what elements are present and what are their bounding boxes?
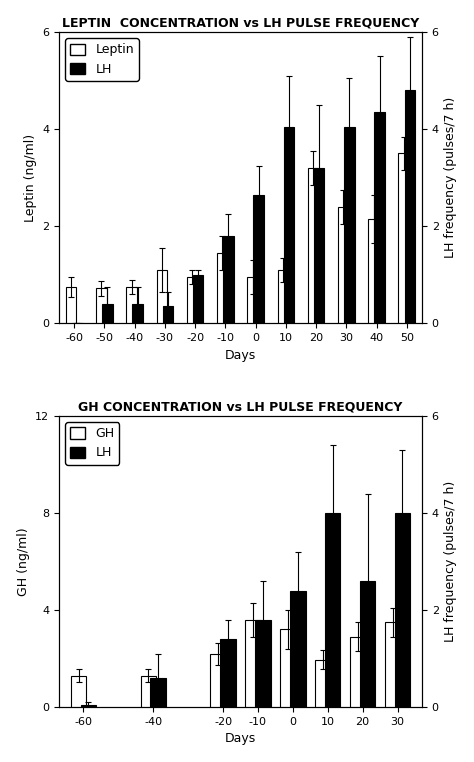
Bar	[385, 622, 401, 707]
X-axis label: Days: Days	[225, 732, 256, 745]
Bar	[71, 676, 86, 707]
Bar	[150, 678, 166, 707]
Bar	[81, 705, 96, 707]
Bar	[283, 126, 294, 323]
Bar	[132, 304, 143, 323]
Legend: Leptin, LH: Leptin, LH	[65, 38, 139, 81]
Bar	[338, 207, 348, 323]
Bar	[127, 287, 137, 323]
Bar	[280, 629, 296, 707]
X-axis label: Days: Days	[225, 348, 256, 361]
Bar	[368, 219, 379, 323]
Bar	[245, 620, 261, 707]
Bar	[314, 168, 324, 323]
Bar	[163, 306, 173, 323]
Y-axis label: LH frequency (pulses/7 h): LH frequency (pulses/7 h)	[444, 97, 457, 258]
Bar	[350, 637, 365, 707]
Bar	[187, 277, 197, 323]
Bar	[374, 112, 385, 323]
Bar	[140, 676, 156, 707]
Bar	[102, 304, 113, 323]
Bar	[223, 236, 234, 323]
Bar	[315, 660, 331, 707]
Bar	[220, 639, 236, 707]
Bar	[156, 270, 167, 323]
Title: GH CONCENTRATION vs LH PULSE FREQUENCY: GH CONCENTRATION vs LH PULSE FREQUENCY	[78, 401, 403, 414]
Bar	[360, 581, 375, 707]
Bar	[290, 591, 306, 707]
Title: LEPTIN  CONCENTRATION vs LH PULSE FREQUENCY: LEPTIN CONCENTRATION vs LH PULSE FREQUEN…	[62, 17, 419, 30]
Bar	[325, 513, 340, 707]
Bar	[96, 288, 107, 323]
Bar	[308, 168, 319, 323]
Y-axis label: Leptin (ng/ml): Leptin (ng/ml)	[24, 133, 36, 222]
Bar	[394, 513, 410, 707]
Bar	[255, 620, 271, 707]
Bar	[344, 126, 355, 323]
Bar	[399, 153, 409, 323]
Bar	[193, 275, 203, 323]
Bar	[278, 270, 288, 323]
Legend: GH, LH: GH, LH	[65, 422, 119, 465]
Bar	[66, 287, 76, 323]
Bar	[217, 253, 228, 323]
Bar	[404, 91, 415, 323]
Bar	[210, 654, 226, 707]
Y-axis label: LH frequency (pulses/7 h): LH frequency (pulses/7 h)	[444, 481, 457, 642]
Bar	[253, 195, 264, 323]
Y-axis label: GH (ng/ml): GH (ng/ml)	[17, 527, 30, 596]
Bar	[247, 277, 258, 323]
